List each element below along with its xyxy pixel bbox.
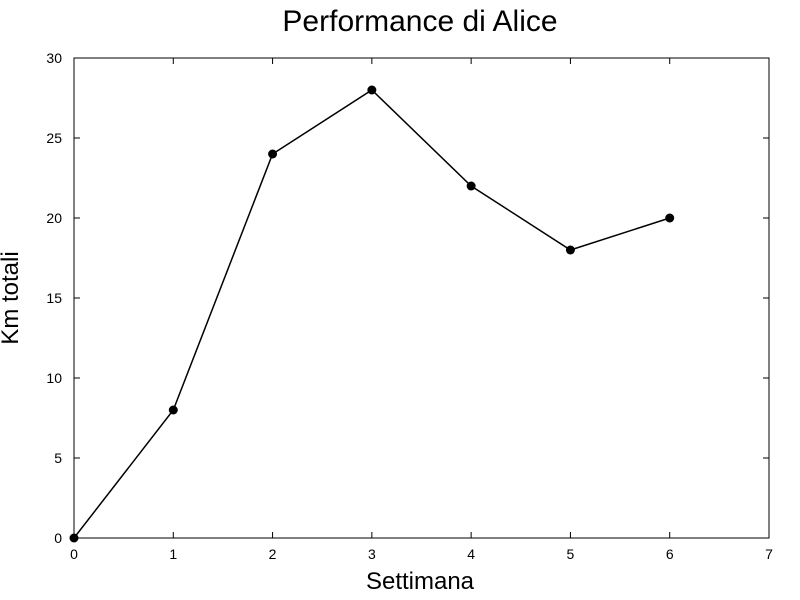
series-line: [73, 89, 670, 539]
x-axis-title: Settimana: [366, 568, 475, 595]
y-tick-label: 5: [54, 450, 62, 466]
axis-ticks: 0 1 2 3 4 5 6 7 0 5 10 15 20 25 30: [46, 50, 773, 562]
y-tick-label: 30: [46, 50, 62, 66]
y-tick-label: 15: [46, 290, 62, 306]
x-tick-label: 1: [169, 546, 177, 562]
plot-frame: [73, 57, 770, 539]
y-tick-label: 0: [54, 530, 62, 546]
chart-title: Performance di Alice: [282, 5, 557, 38]
y-tick-label: 25: [46, 130, 62, 146]
data-point: [69, 533, 79, 543]
data-point: [268, 149, 278, 159]
data-point: [168, 405, 178, 415]
x-tick-label: 0: [70, 546, 78, 562]
y-tick-label: 10: [46, 370, 62, 386]
x-tick-label: 6: [666, 546, 674, 562]
y-axis-title: Km totali: [0, 251, 24, 344]
x-tick-label: 4: [467, 546, 475, 562]
data-point: [466, 181, 476, 191]
x-tick-label: 7: [765, 546, 773, 562]
data-point: [565, 245, 575, 255]
series-group: [69, 85, 675, 543]
x-tick-label: 5: [567, 546, 575, 562]
x-tick-label: 2: [269, 546, 277, 562]
y-tick-label: 20: [46, 210, 62, 226]
data-point: [665, 213, 675, 223]
data-point: [367, 85, 377, 95]
x-tick-label: 3: [368, 546, 376, 562]
